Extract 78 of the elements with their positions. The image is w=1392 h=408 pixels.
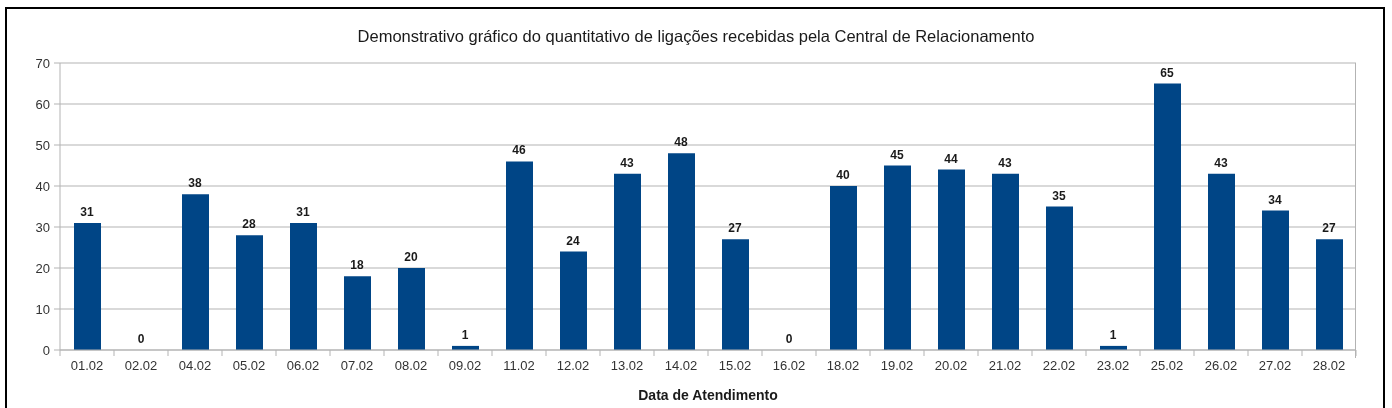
x-tick-label: 25.02: [1150, 358, 1184, 373]
bar: [398, 268, 425, 350]
y-tick-label: 40: [35, 178, 50, 194]
x-tick-label: 04.02: [178, 358, 212, 373]
x-tick-label: 15.02: [718, 358, 752, 373]
x-tick-label: 19.02: [880, 358, 914, 373]
y-tick-label: 30: [35, 219, 50, 235]
data-label: 28: [242, 217, 256, 232]
bar: [1208, 173, 1235, 350]
bar: [1154, 83, 1181, 350]
data-label: 34: [1268, 192, 1282, 207]
data-label: 45: [890, 147, 904, 162]
bar: [938, 169, 965, 350]
data-label: 65: [1160, 65, 1174, 80]
x-tick-label: 05.02: [232, 358, 266, 373]
data-label: 35: [1052, 188, 1066, 203]
data-label: 27: [1322, 221, 1336, 236]
x-tick-label: 06.02: [286, 358, 320, 373]
x-tick-label: 16.02: [772, 358, 806, 373]
x-tick-label: 01.02: [70, 358, 104, 373]
x-tick-label: 13.02: [610, 358, 644, 373]
data-label: 46: [512, 143, 526, 158]
y-tick-label: 0: [42, 342, 50, 358]
bar: [614, 173, 641, 350]
data-label: 43: [620, 155, 634, 170]
x-tick-label: 22.02: [1042, 358, 1076, 373]
bar: [506, 161, 533, 350]
bar: [560, 251, 587, 350]
bar: [992, 173, 1019, 350]
x-tick-label: 08.02: [394, 358, 428, 373]
x-tick-label: 09.02: [448, 358, 482, 373]
bar: [722, 239, 749, 350]
x-tick-label: 21.02: [988, 358, 1022, 373]
x-tick-label: 14.02: [664, 358, 698, 373]
x-tick-label: 12.02: [556, 358, 590, 373]
y-tick-label: 50: [35, 137, 50, 153]
data-label: 43: [998, 155, 1012, 170]
data-label: 48: [674, 135, 688, 150]
y-tick-label: 60: [35, 96, 50, 112]
data-label: 24: [566, 233, 580, 248]
bar: [884, 165, 911, 350]
x-tick-label: 18.02: [826, 358, 860, 373]
data-label: 31: [80, 204, 94, 219]
data-label: 40: [836, 168, 850, 182]
data-label: 44: [944, 151, 958, 166]
x-tick-label: 26.02: [1204, 358, 1238, 373]
data-label: 18: [350, 258, 364, 273]
data-label: 43: [1214, 155, 1228, 170]
data-label: 38: [188, 176, 202, 191]
x-tick-label: 11.02: [503, 358, 535, 373]
data-label: 0: [785, 332, 793, 346]
data-label: 1: [1109, 327, 1117, 342]
data-label: 0: [137, 332, 145, 346]
x-tick-label: 07.02: [340, 358, 374, 373]
x-tick-label: 20.02: [934, 358, 968, 373]
bar: [1046, 206, 1073, 350]
bar: [668, 153, 695, 350]
x-axis-title: Data de Atendimento: [638, 387, 778, 403]
x-tick-label: 27.02: [1258, 358, 1292, 373]
bar: [290, 222, 317, 350]
data-label: 31: [296, 204, 310, 219]
x-tick-label: 02.02: [124, 358, 158, 373]
chart-title: Demonstrativo gráfico do quantitativo de ligações recebidas pela Central de Relacionamento: [357, 27, 1035, 46]
y-tick-label: 20: [35, 260, 50, 276]
x-tick-label: 23.02: [1096, 358, 1130, 373]
y-tick-label: 70: [35, 55, 50, 71]
x-tick-label: 28.02: [1312, 358, 1346, 373]
data-label: 27: [728, 221, 742, 236]
data-label: 1: [461, 327, 469, 342]
data-label: 20: [404, 250, 418, 264]
bar: [1316, 239, 1343, 350]
bar: [344, 276, 371, 350]
y-tick-label: 10: [35, 301, 50, 317]
bar: [236, 235, 263, 350]
bar: [1262, 210, 1289, 350]
bar: [182, 194, 209, 350]
bar: [830, 186, 857, 350]
bar: [74, 222, 101, 350]
